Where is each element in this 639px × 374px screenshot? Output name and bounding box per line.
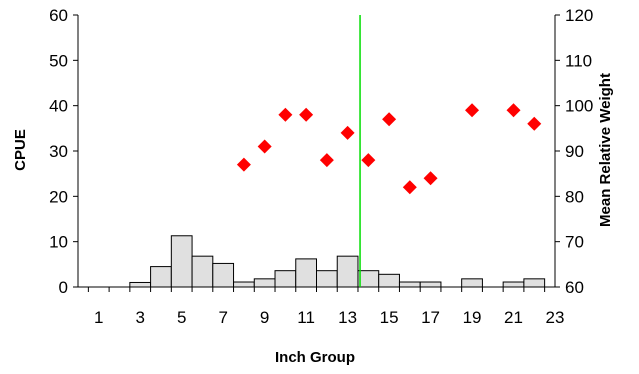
y-tick-label: 0 — [59, 278, 68, 297]
x-tick-label: 5 — [177, 308, 186, 327]
diamond-marker — [423, 171, 438, 186]
y-tick-label: 40 — [49, 97, 68, 116]
x-tick-label: 7 — [218, 308, 227, 327]
y2-tick-label: 90 — [565, 142, 584, 161]
x-tick-label: 3 — [135, 308, 144, 327]
bar — [502, 281, 525, 288]
y2-tick-label: 100 — [565, 97, 593, 116]
y-axis-title: CPUE — [12, 129, 29, 171]
bar — [253, 278, 276, 288]
x-tick-label: 13 — [338, 308, 357, 327]
diamond-marker — [382, 112, 397, 127]
bar — [295, 258, 318, 288]
x-tick-label: 19 — [463, 308, 482, 327]
bar — [336, 255, 359, 288]
diamond-marker — [402, 180, 417, 195]
bar — [129, 281, 152, 288]
x-tick-label: 1 — [94, 308, 103, 327]
x-axis-title: Inch Group — [275, 349, 355, 366]
bar — [170, 235, 193, 288]
diamond-marker — [299, 107, 314, 122]
bar — [378, 273, 400, 288]
diamond-marker — [319, 153, 334, 168]
diamond-marker — [506, 103, 521, 118]
x-tick-label: 9 — [260, 308, 269, 327]
diamond-marker — [257, 139, 272, 154]
bar — [523, 278, 546, 288]
cpue-bars — [129, 235, 546, 288]
x-tick-label: 23 — [546, 308, 565, 327]
diamond-marker — [278, 107, 293, 122]
bar — [461, 278, 483, 288]
y2-tick-label: 120 — [565, 6, 593, 25]
bar — [357, 270, 380, 288]
diamond-marker — [340, 125, 355, 140]
x-tick-label: 11 — [297, 308, 315, 327]
y2-tick-label: 80 — [565, 187, 584, 206]
y-tick-label: 50 — [49, 51, 68, 70]
x-tick-label: 17 — [421, 308, 440, 327]
y-tick-label: 30 — [49, 142, 68, 161]
x-tick-label: 15 — [380, 308, 399, 327]
diamond-marker — [527, 116, 542, 131]
bar — [316, 270, 338, 288]
diamond-marker — [465, 103, 480, 118]
bar — [274, 270, 297, 288]
y-tick-label: 20 — [49, 187, 68, 206]
relative-weight-points — [236, 103, 542, 195]
diamond-marker — [236, 157, 251, 172]
y2-tick-label: 70 — [565, 233, 584, 252]
y2-tick-label: 60 — [565, 278, 584, 297]
x-tick-label: 21 — [504, 308, 523, 327]
diamond-marker — [361, 153, 376, 168]
y2-axis-title: Mean Relative Weight — [597, 73, 614, 227]
axes — [73, 14, 560, 292]
y2-tick-label: 110 — [565, 51, 592, 70]
bar — [212, 262, 235, 288]
bar — [191, 255, 214, 288]
bar — [233, 281, 255, 288]
bar — [150, 266, 172, 288]
y-tick-label: 10 — [49, 233, 68, 252]
y-tick-label: 60 — [49, 6, 68, 25]
bar — [419, 281, 442, 288]
bar — [398, 281, 421, 288]
